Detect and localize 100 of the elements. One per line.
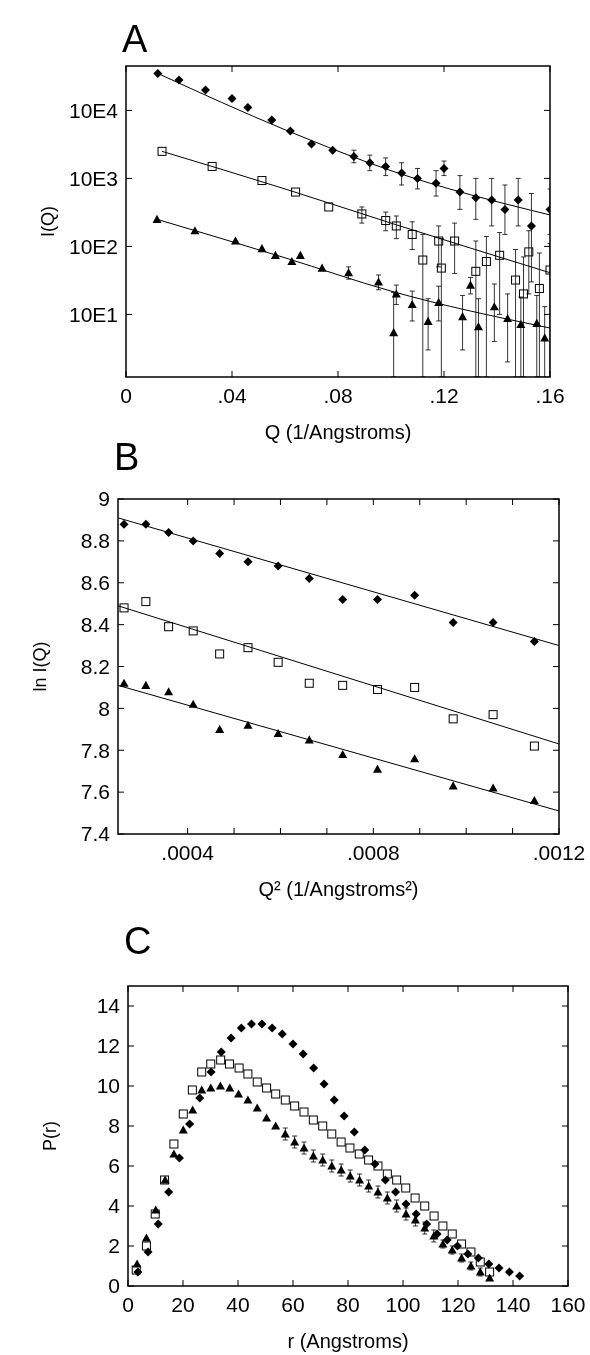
point bbox=[489, 302, 499, 311]
point bbox=[338, 749, 348, 759]
point bbox=[410, 754, 420, 763]
point bbox=[317, 263, 327, 272]
point bbox=[389, 328, 399, 337]
point bbox=[392, 1175, 402, 1185]
point bbox=[224, 1059, 234, 1069]
point bbox=[529, 796, 539, 805]
y-tick-label: 9 bbox=[98, 487, 110, 511]
point bbox=[372, 685, 382, 695]
point bbox=[243, 1069, 253, 1079]
point bbox=[485, 1267, 495, 1277]
point bbox=[513, 195, 523, 205]
x-tick-label: .08 bbox=[323, 384, 353, 407]
point bbox=[164, 1187, 174, 1197]
point bbox=[234, 1089, 244, 1098]
point bbox=[153, 68, 163, 78]
point bbox=[143, 1247, 153, 1257]
point bbox=[365, 158, 375, 168]
point bbox=[391, 221, 401, 231]
point bbox=[372, 595, 382, 604]
point bbox=[185, 1119, 195, 1129]
point bbox=[515, 1271, 525, 1281]
point bbox=[206, 1067, 216, 1077]
point bbox=[164, 622, 174, 632]
point bbox=[164, 687, 174, 696]
x-tick-label: 160 bbox=[550, 1293, 586, 1316]
x-tick-label: .04 bbox=[217, 384, 247, 407]
point bbox=[354, 1149, 364, 1159]
point bbox=[195, 1093, 205, 1103]
x-tick-label: 140 bbox=[495, 1293, 531, 1316]
point bbox=[494, 1263, 504, 1273]
point bbox=[524, 247, 534, 257]
y-tick-label: 8.6 bbox=[80, 571, 110, 595]
y-axis-title: P(r) bbox=[40, 1121, 60, 1151]
point bbox=[257, 176, 267, 186]
point bbox=[226, 1033, 236, 1043]
point bbox=[215, 548, 225, 558]
point bbox=[391, 1187, 401, 1197]
y-tick-label: 7.8 bbox=[80, 738, 110, 762]
point bbox=[243, 720, 253, 729]
point bbox=[319, 1079, 329, 1089]
point bbox=[534, 284, 544, 294]
chart-title: C bbox=[124, 920, 152, 962]
point bbox=[267, 1023, 277, 1033]
point bbox=[338, 680, 348, 690]
point bbox=[372, 764, 382, 773]
point bbox=[418, 255, 428, 265]
point bbox=[243, 1095, 253, 1104]
point bbox=[188, 699, 198, 708]
point bbox=[188, 536, 198, 546]
point bbox=[157, 146, 167, 156]
x-tick-label: 80 bbox=[336, 1293, 360, 1316]
y-axis-title: I(Q) bbox=[38, 206, 58, 237]
point bbox=[304, 574, 314, 584]
point bbox=[257, 244, 267, 253]
point bbox=[382, 1169, 392, 1179]
point bbox=[511, 275, 521, 285]
point bbox=[304, 678, 314, 688]
point bbox=[243, 103, 253, 113]
point bbox=[364, 1155, 374, 1165]
point bbox=[540, 333, 550, 342]
chart-title: B bbox=[114, 436, 140, 478]
x-tick-label: 100 bbox=[385, 1293, 421, 1316]
point bbox=[327, 1129, 337, 1139]
point bbox=[410, 682, 420, 692]
point bbox=[339, 1111, 349, 1121]
point bbox=[431, 178, 441, 188]
point bbox=[216, 1055, 226, 1065]
point bbox=[349, 1127, 359, 1137]
point bbox=[381, 216, 391, 226]
point bbox=[304, 735, 314, 744]
point bbox=[280, 1095, 290, 1105]
point bbox=[207, 161, 217, 171]
point bbox=[273, 561, 283, 571]
point bbox=[309, 1063, 319, 1073]
point bbox=[271, 1089, 281, 1099]
point bbox=[401, 1199, 411, 1209]
point bbox=[174, 75, 184, 85]
point bbox=[216, 1047, 226, 1057]
point bbox=[234, 1063, 244, 1073]
point bbox=[484, 1259, 494, 1269]
point bbox=[488, 783, 498, 792]
point bbox=[455, 187, 465, 197]
point bbox=[270, 250, 280, 259]
point bbox=[410, 590, 420, 600]
point bbox=[411, 1209, 421, 1219]
point bbox=[227, 93, 237, 103]
point bbox=[169, 1139, 179, 1149]
x-tick-label: .0004 bbox=[161, 841, 215, 864]
y-tick-label: 12 bbox=[96, 1034, 120, 1058]
y-axis-title: ln I(Q) bbox=[30, 641, 50, 692]
point bbox=[466, 280, 475, 289]
y-tick-label: 10E3 bbox=[68, 166, 118, 190]
point bbox=[519, 289, 528, 299]
point bbox=[308, 1115, 318, 1125]
point bbox=[360, 1145, 370, 1155]
point bbox=[257, 1019, 267, 1029]
y-tick-label: 10E2 bbox=[68, 234, 118, 258]
point bbox=[230, 236, 240, 245]
